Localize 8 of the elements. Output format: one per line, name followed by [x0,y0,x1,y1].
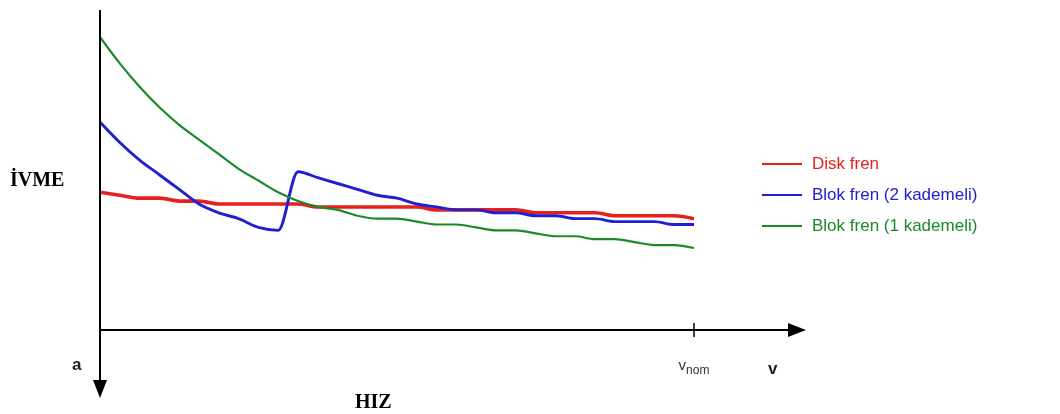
text: v [768,359,778,378]
text: v$_{nom}$ [678,356,710,377]
legend-label: Blok fren (1 kademeli) [812,215,978,236]
x-axis-title: HIZ [355,390,392,412]
y-axis-title: İVME [10,167,65,190]
legend-label: Disk fren [812,153,880,174]
text: a [72,355,82,374]
legend-label: Blok fren (2 kademeli) [812,184,978,205]
